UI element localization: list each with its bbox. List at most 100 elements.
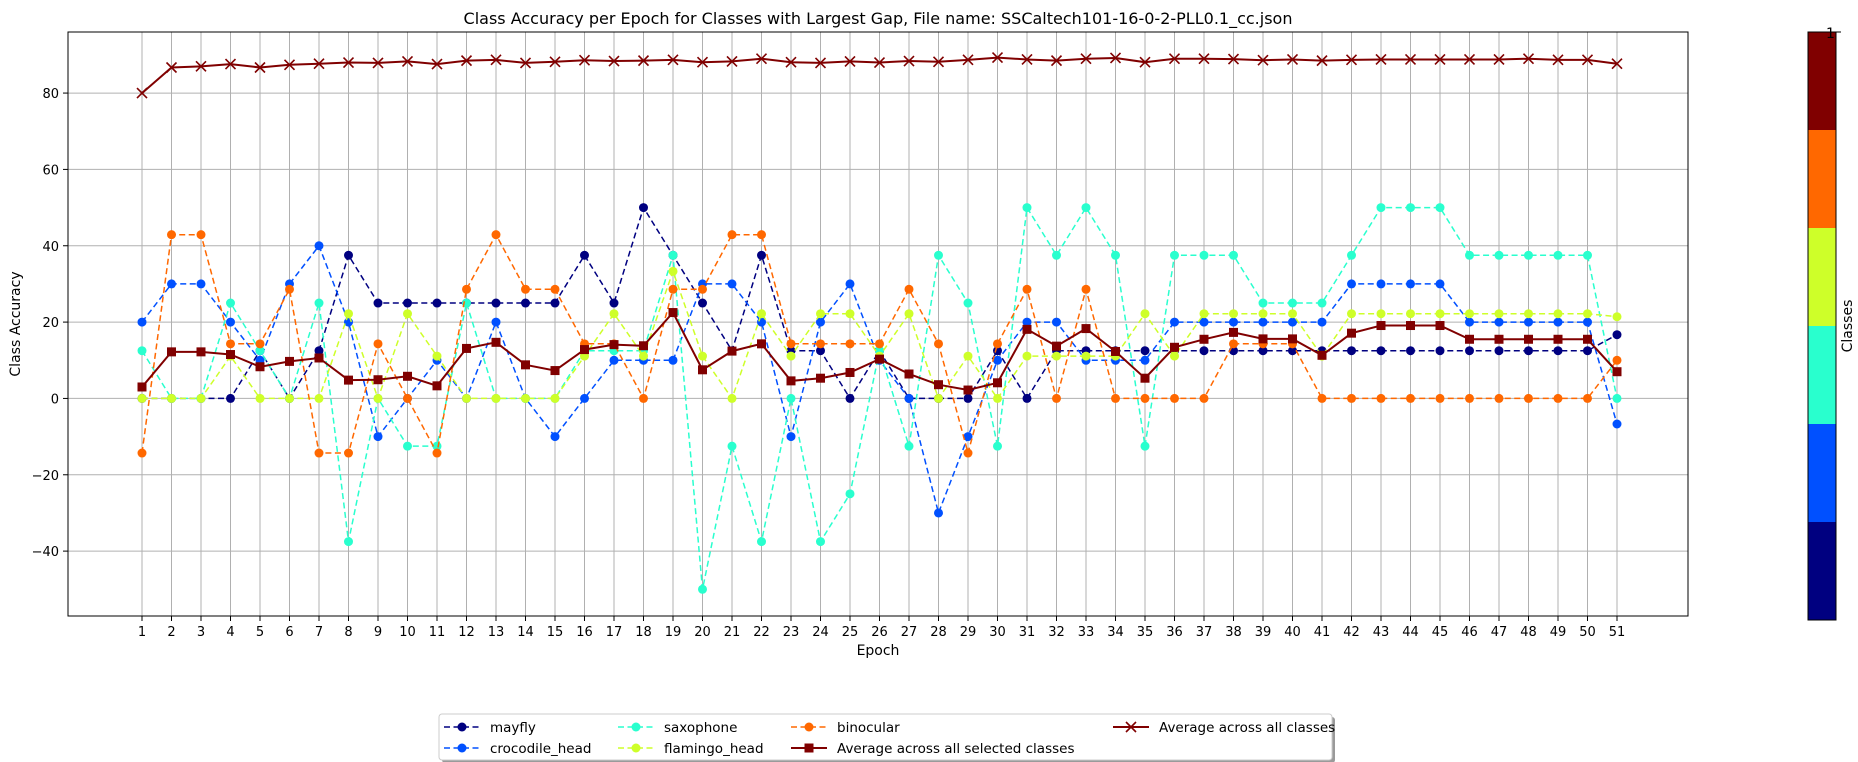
data-point	[1463, 53, 1476, 66]
data-point	[845, 393, 855, 403]
data-point	[993, 441, 1002, 451]
y-tick-label: −20	[32, 469, 59, 484]
data-point	[1081, 284, 1091, 294]
data-point	[1022, 351, 1032, 361]
data-point	[1465, 317, 1474, 327]
data-point	[1406, 393, 1415, 403]
data-point	[1583, 317, 1592, 327]
data-point	[667, 54, 679, 66]
data-point	[1553, 334, 1563, 344]
data-point	[1376, 321, 1386, 331]
x-tick-label: 33	[1078, 625, 1095, 640]
data-point	[1227, 53, 1240, 65]
data-point	[934, 380, 943, 390]
x-tick-label: 37	[1196, 625, 1213, 640]
data-point	[1229, 309, 1238, 319]
data-point	[845, 309, 855, 319]
data-point	[609, 298, 619, 308]
data-point	[786, 393, 796, 403]
data-point	[1022, 393, 1032, 403]
x-tick-label: 15	[547, 625, 564, 640]
x-tick-label: 40	[1284, 625, 1301, 640]
data-point	[1435, 279, 1445, 289]
data-point	[432, 448, 442, 458]
data-point	[1080, 53, 1092, 65]
data-point	[226, 393, 235, 403]
data-point	[875, 339, 884, 349]
data-point	[403, 441, 412, 451]
data-point	[342, 56, 355, 69]
data-point	[1170, 250, 1179, 260]
legend-label: flamingo_head	[664, 741, 764, 757]
data-point	[491, 230, 501, 240]
data-point	[1406, 309, 1415, 319]
axes: 1 2 3 4 5 6 7 8 9 10 11 12 13 14 15 16 17 18 19 20 21 22 23 24 2…	[32, 87, 1626, 640]
data-point	[578, 54, 591, 66]
data-point	[1258, 334, 1268, 344]
data-point	[993, 355, 1002, 365]
data-point	[875, 354, 884, 364]
data-point	[521, 298, 530, 308]
data-point	[963, 448, 973, 458]
y-axis-label: Class Accuracy	[8, 271, 24, 376]
data-point	[816, 309, 825, 319]
x-tick-label: 42	[1343, 625, 1360, 640]
data-point	[904, 393, 914, 403]
data-point	[314, 353, 324, 363]
data-point	[1406, 279, 1415, 289]
data-point	[314, 346, 324, 356]
data-point	[1376, 346, 1386, 356]
x-tick-label: 9	[374, 625, 382, 640]
data-point	[580, 345, 589, 355]
legend-label: Average across all selected classes	[837, 741, 1075, 757]
data-point	[1465, 393, 1474, 403]
x-tick-label: 49	[1550, 625, 1567, 640]
data-point	[698, 298, 707, 308]
data-point	[1435, 346, 1445, 356]
data-point	[373, 432, 383, 442]
plot-frame	[67, 31, 1689, 617]
data-point	[491, 393, 501, 403]
data-point	[226, 317, 235, 327]
x-tick-label: 41	[1314, 625, 1331, 640]
data-point	[668, 284, 678, 294]
data-point	[196, 230, 206, 240]
x-tick-label: 7	[315, 625, 323, 640]
data-point	[963, 351, 973, 361]
x-tick-label: 47	[1491, 625, 1508, 640]
data-point	[1612, 355, 1622, 365]
data-point	[814, 57, 827, 69]
legend-marker	[457, 743, 467, 753]
data-point	[1052, 393, 1061, 403]
x-tick-label: 46	[1461, 625, 1478, 640]
data-point	[1111, 393, 1120, 403]
data-point	[873, 56, 886, 69]
x-tick-label: 22	[753, 625, 770, 640]
data-point	[550, 393, 560, 403]
data-point	[609, 355, 619, 365]
data-point	[993, 393, 1002, 403]
x-tick-label: 19	[665, 625, 682, 640]
legend-label: binocular	[837, 720, 900, 736]
data-point	[254, 61, 266, 74]
data-point	[165, 61, 178, 74]
data-point	[1052, 317, 1061, 327]
data-point	[1524, 309, 1533, 319]
data-point	[432, 351, 442, 361]
data-point	[195, 60, 207, 72]
data-point	[1581, 54, 1594, 66]
data-point	[609, 309, 619, 319]
data-point	[521, 393, 530, 403]
x-tick-label: 12	[458, 625, 475, 640]
colorbar	[1807, 31, 1841, 621]
data-point	[1435, 393, 1445, 403]
data-point	[963, 298, 973, 308]
data-point	[403, 298, 412, 308]
data-point	[432, 381, 442, 391]
data-point	[432, 298, 442, 308]
x-tick-label: 43	[1373, 625, 1390, 640]
data-point	[1524, 250, 1533, 260]
data-point	[314, 393, 324, 403]
data-point	[1583, 346, 1592, 356]
